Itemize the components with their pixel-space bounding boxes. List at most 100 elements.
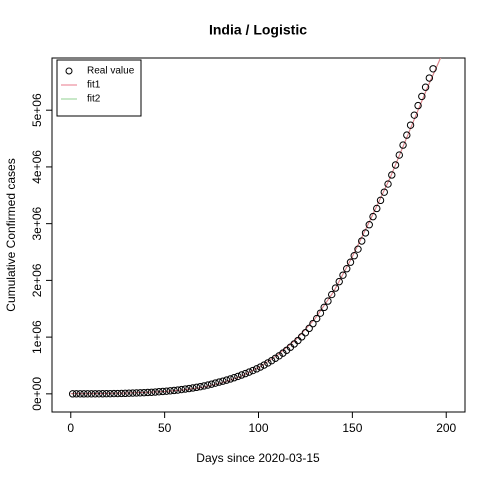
data-point [252, 365, 261, 373]
data-point [185, 384, 193, 393]
data-point [399, 141, 407, 149]
chart-title: India / Logistic [209, 22, 307, 38]
data-point [373, 204, 381, 213]
data-point [170, 386, 178, 395]
x-tick-label: 100 [248, 421, 268, 435]
data-point [192, 383, 201, 392]
data-point [395, 151, 403, 159]
y-tick-label: 2e+06 [30, 263, 44, 297]
data-point [365, 221, 373, 229]
data-point [219, 377, 227, 385]
data-point [177, 385, 186, 394]
data-point [162, 387, 171, 395]
y-axis-label: Cumulative Confirmed cases [4, 158, 18, 311]
data-point [166, 387, 174, 395]
data-point [215, 378, 223, 386]
data-point [418, 92, 426, 101]
data-point [72, 390, 81, 398]
data-point [388, 171, 396, 179]
data-point [136, 389, 144, 397]
data-point [222, 376, 231, 384]
data-point [155, 388, 163, 396]
data-point [76, 390, 84, 398]
x-tick-label: 150 [342, 421, 362, 435]
data-point [369, 212, 377, 221]
data-point [297, 333, 306, 341]
data-point [328, 290, 336, 299]
data-point [275, 352, 283, 360]
data-point [147, 388, 156, 396]
plot-area [68, 58, 442, 398]
y-tick-label: 1e+06 [30, 320, 44, 354]
data-point [207, 380, 216, 388]
data-point [110, 389, 118, 398]
data-point [414, 101, 422, 110]
data-point [121, 389, 129, 398]
data-point [132, 389, 141, 397]
data-point [271, 354, 280, 362]
data-point [106, 389, 114, 398]
data-point [309, 319, 317, 328]
data-point [117, 389, 126, 398]
data-point [200, 382, 208, 390]
x-axis-label: Days since 2020-03-15 [196, 451, 320, 465]
data-point [83, 390, 92, 398]
data-point [181, 385, 189, 393]
data-point [294, 336, 302, 345]
data-point [305, 324, 313, 333]
data-point [256, 363, 265, 371]
data-point [335, 277, 343, 286]
data-point [312, 314, 321, 323]
y-tick-label: 3e+06 [30, 206, 44, 240]
data-point [264, 359, 272, 367]
data-point [425, 74, 434, 82]
data-point [249, 366, 257, 375]
data-point [384, 180, 392, 188]
legend-label: fit1 [87, 80, 101, 91]
data-point [301, 329, 310, 337]
data-point [421, 83, 430, 91]
data-point [91, 390, 99, 398]
data-point [95, 390, 103, 398]
x-tick-label: 200 [436, 421, 456, 435]
data-point [391, 161, 400, 169]
data-point [324, 297, 332, 305]
data-point [354, 245, 362, 253]
data-point [267, 356, 276, 365]
data-point [316, 309, 325, 317]
legend-label: Real value [87, 66, 135, 77]
data-point [189, 384, 197, 392]
legend-box [56, 59, 142, 117]
legend-symbol [65, 67, 73, 75]
data-point [350, 252, 358, 260]
legend-label: fit2 [87, 94, 101, 105]
data-point [87, 390, 96, 398]
x-tick-label: 50 [158, 421, 172, 435]
data-point [151, 388, 159, 396]
data-point [346, 258, 355, 266]
y-tick-label: 0e+00 [30, 377, 44, 411]
data-point [129, 389, 137, 397]
data-point [260, 361, 268, 369]
data-point [343, 264, 351, 273]
data-point [226, 375, 235, 383]
data-point [241, 369, 250, 378]
data-point [230, 374, 238, 382]
data-point [406, 121, 415, 129]
data-point [68, 390, 77, 398]
data-point [211, 379, 220, 387]
data-point [174, 386, 182, 394]
data-point [237, 371, 246, 379]
x-tick-label: 0 [67, 421, 74, 435]
data-point [98, 390, 107, 398]
data-point [429, 65, 437, 73]
data-point [245, 368, 253, 376]
y-tick-label: 5e+06 [30, 93, 44, 127]
data-point [320, 303, 328, 312]
data-point [114, 389, 122, 398]
data-point [403, 131, 411, 139]
data-point [361, 229, 370, 237]
data-point [410, 111, 419, 119]
data-point [102, 390, 111, 398]
